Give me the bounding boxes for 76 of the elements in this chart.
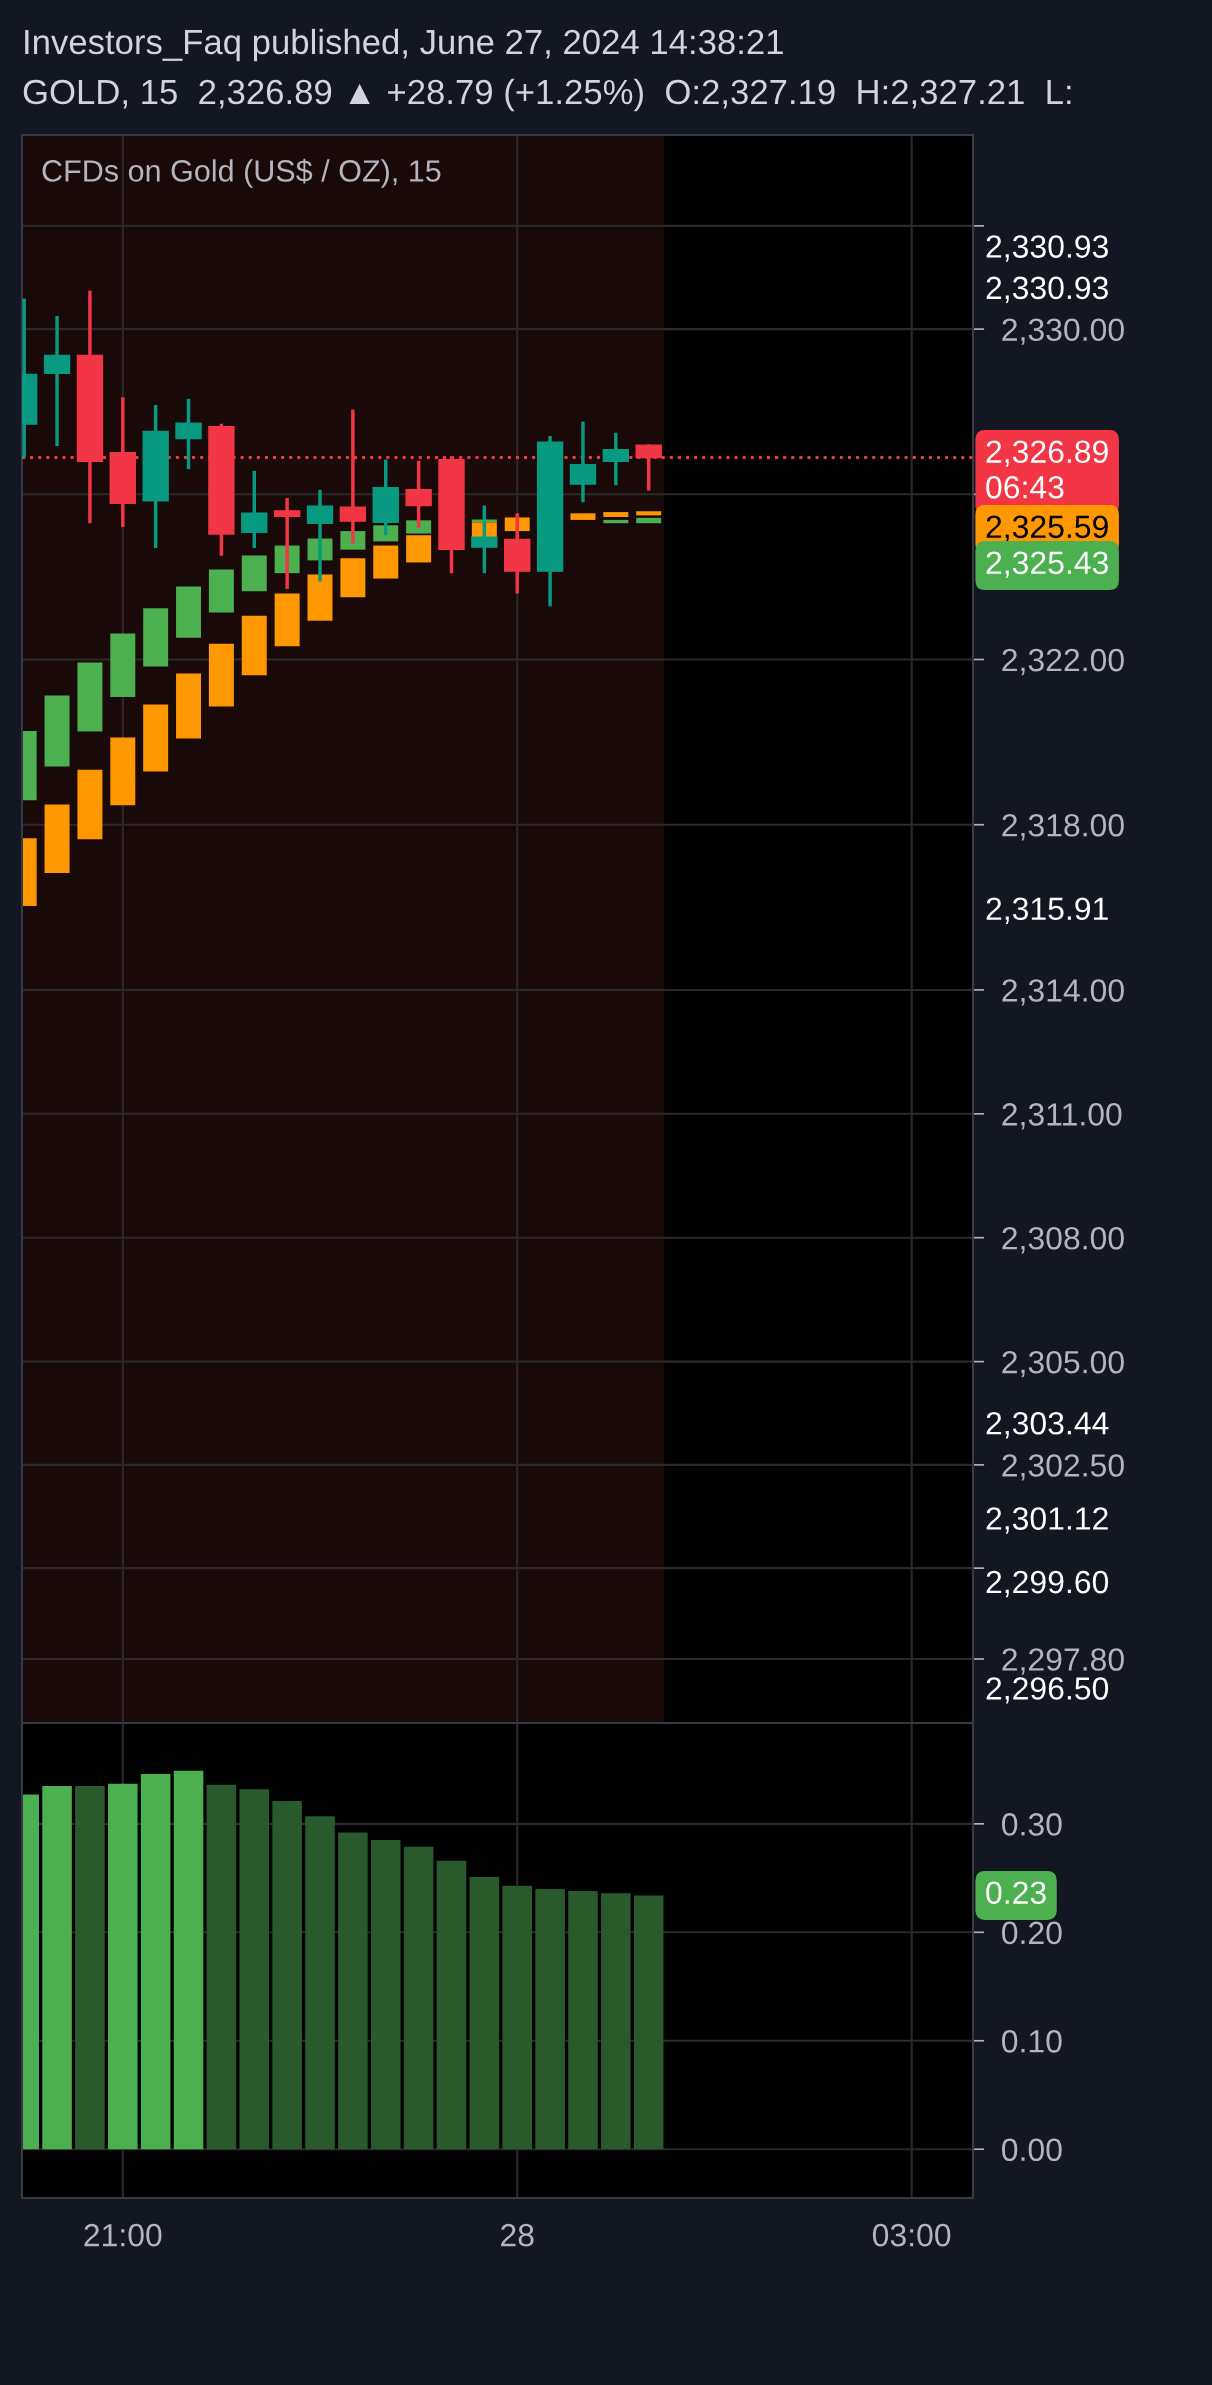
bar bbox=[338, 1832, 368, 2150]
bar bbox=[77, 662, 103, 732]
bar bbox=[143, 704, 169, 772]
bar bbox=[42, 1785, 72, 2150]
text: 2,299.60 bbox=[986, 1570, 1109, 1598]
bar bbox=[340, 558, 366, 598]
bar bbox=[77, 769, 103, 840]
y-tick-label: 0.20 bbox=[1002, 1921, 1062, 1945]
y-tick-label: 0.30 bbox=[1002, 1813, 1062, 1836]
bar bbox=[633, 1895, 664, 2150]
text: 2,325.43 bbox=[986, 551, 1108, 578]
bar bbox=[208, 643, 234, 707]
bar bbox=[173, 1770, 204, 2150]
bar bbox=[272, 1801, 302, 2150]
bar bbox=[436, 1860, 467, 2150]
bar bbox=[601, 1893, 631, 2150]
bar bbox=[108, 1783, 138, 2150]
bar bbox=[305, 1816, 335, 2150]
y-tick-label: 2,330.00 bbox=[1002, 318, 1124, 345]
bar bbox=[140, 1773, 171, 2150]
bar bbox=[110, 633, 136, 698]
bar bbox=[406, 535, 432, 563]
y-tick-label: 2,297.80 bbox=[1002, 1648, 1124, 1675]
bar bbox=[241, 615, 267, 676]
bar bbox=[636, 511, 662, 516]
x-tick-label: 03:00 bbox=[872, 2223, 951, 2247]
y-tick-label: 2,322.00 bbox=[1002, 648, 1124, 676]
bar bbox=[373, 545, 399, 579]
text: 2,296.50 bbox=[986, 1677, 1109, 1704]
bar bbox=[370, 1840, 401, 2150]
bar bbox=[603, 519, 629, 524]
bar bbox=[143, 608, 169, 667]
bar bbox=[44, 804, 70, 874]
y-tick-label: 2,318.00 bbox=[1002, 813, 1124, 841]
text: 2,325.59 bbox=[986, 515, 1108, 542]
bar bbox=[110, 737, 136, 806]
y-tick-label: 2,308.00 bbox=[1002, 1226, 1124, 1254]
y-tick-label: 2,305.00 bbox=[1002, 1350, 1124, 1378]
bar bbox=[241, 555, 267, 592]
text: 06:43 bbox=[986, 475, 1064, 499]
bar bbox=[44, 695, 70, 767]
bar bbox=[403, 1846, 434, 2150]
text: 2,303.44 bbox=[986, 1412, 1109, 1439]
y-tick-label: 2,311.00 bbox=[1002, 1103, 1122, 1130]
annotation: CFDs on Gold (US$ / OZ), 15 bbox=[42, 158, 441, 188]
bar bbox=[75, 1785, 105, 2150]
chart-title: Investors_Faq published, June 27, 2024 14:38:21 bbox=[25, 28, 783, 62]
bar bbox=[307, 574, 333, 621]
bar bbox=[502, 1885, 533, 2150]
chart-subtitle: GOLD, 15 2,326.89 ▲ +28.79 (+1.25%) O:2,327.19 H:2,327.21 L: bbox=[23, 78, 1071, 112]
text: 0.23 bbox=[986, 1881, 1046, 1905]
bar bbox=[406, 520, 432, 534]
ref-line-label: 2,326.89 bbox=[986, 440, 1108, 467]
y-tick-label: 0.10 bbox=[1002, 2030, 1062, 2053]
y-tick-label: 2,302.50 bbox=[1002, 1454, 1124, 1481]
bar bbox=[603, 512, 629, 518]
bar bbox=[176, 586, 202, 638]
candlestick bbox=[43, 314, 71, 446]
bar bbox=[568, 1891, 598, 2150]
bar bbox=[469, 1877, 500, 2150]
x-tick-label: 28 bbox=[501, 2223, 534, 2247]
bar bbox=[208, 569, 234, 613]
bar bbox=[570, 513, 596, 520]
bar bbox=[636, 517, 662, 524]
bar bbox=[176, 673, 202, 739]
bar bbox=[274, 593, 300, 647]
y-tick-label: 0.00 bbox=[1002, 2138, 1062, 2162]
bar bbox=[535, 1888, 565, 2150]
x-tick-label: 21:00 bbox=[84, 2223, 162, 2247]
text: 2,315.91 bbox=[986, 897, 1108, 924]
text: 2,301.12 bbox=[986, 1507, 1108, 1534]
text: 2,330.93 bbox=[986, 276, 1108, 303]
text: 2,330.93 bbox=[986, 235, 1108, 262]
y-tick-label: 2,314.00 bbox=[1002, 979, 1124, 1006]
bar bbox=[239, 1789, 270, 2150]
bar bbox=[206, 1784, 237, 2150]
